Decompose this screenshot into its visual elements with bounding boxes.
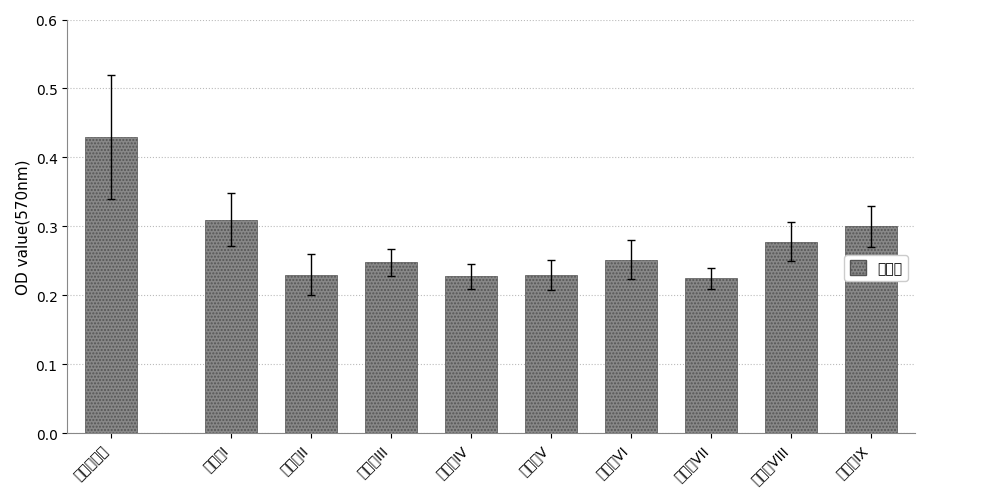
Bar (85, 137, 137, 433)
Legend: 平均値: 平均値 (844, 256, 908, 281)
Y-axis label: OD value(570nm): OD value(570nm) (15, 159, 30, 295)
Bar (445, 277, 497, 433)
Bar (205, 220, 257, 433)
Bar (365, 263, 417, 433)
Bar (285, 275, 337, 433)
Bar (525, 275, 577, 433)
Bar (685, 279, 737, 433)
Bar (845, 227, 897, 433)
Bar (765, 242, 817, 433)
Bar (605, 260, 657, 433)
